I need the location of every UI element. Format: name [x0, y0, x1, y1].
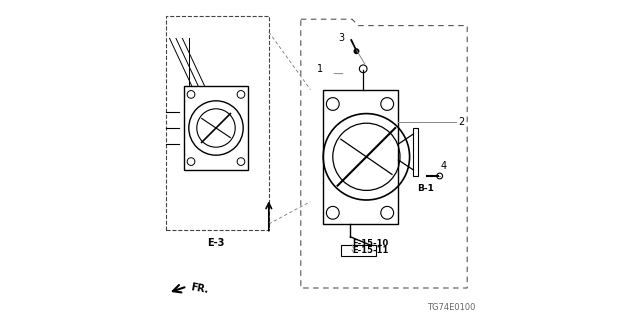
Text: E-15-10: E-15-10 — [353, 239, 389, 248]
Text: 2: 2 — [458, 116, 465, 127]
Text: FR.: FR. — [189, 282, 209, 295]
Circle shape — [355, 49, 359, 53]
Text: B-1: B-1 — [418, 184, 435, 193]
Text: E-3: E-3 — [207, 238, 225, 248]
Text: TG74E0100: TG74E0100 — [427, 303, 475, 312]
Text: 1: 1 — [317, 64, 323, 74]
Text: 4: 4 — [441, 161, 447, 172]
Text: 3: 3 — [339, 33, 344, 44]
Text: E-15-11: E-15-11 — [353, 246, 389, 255]
